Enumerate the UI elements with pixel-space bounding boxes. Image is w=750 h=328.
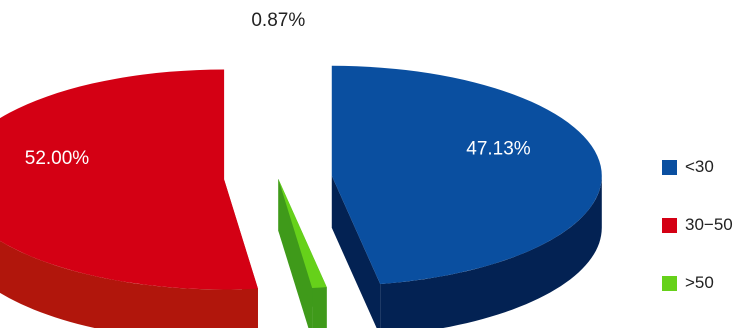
legend-label: >50 — [685, 273, 714, 292]
slice-30-50-label: 52.00% — [25, 148, 90, 169]
slice-over-50-label: 0.87% — [251, 10, 305, 31]
legend-label: 30−50 — [685, 215, 733, 234]
pie-tops — [0, 65, 602, 290]
legend-swatch — [662, 159, 677, 175]
legend-item-over-50: >50 — [662, 254, 742, 312]
legend-swatch — [662, 217, 677, 233]
legend: <30 30−50 >50 — [662, 138, 742, 312]
legend-swatch — [662, 275, 677, 291]
pie-labels: 47.13% 0.87% 52.00% — [25, 10, 531, 169]
legend-item-under-30: <30 — [662, 138, 742, 196]
legend-label: <30 — [685, 157, 714, 176]
slice-under-30-side — [380, 175, 602, 328]
legend-item-30-50: 30−50 — [662, 196, 742, 254]
slice-over-50-side — [312, 287, 327, 328]
slice-under-30-wall — [331, 175, 381, 328]
slice-over-50 — [278, 178, 327, 289]
slice-30-50-side — [0, 240, 258, 328]
slice-under-30 — [331, 65, 602, 285]
slice-under-30-label: 47.13% — [466, 138, 531, 159]
slice-30-50 — [0, 69, 258, 290]
